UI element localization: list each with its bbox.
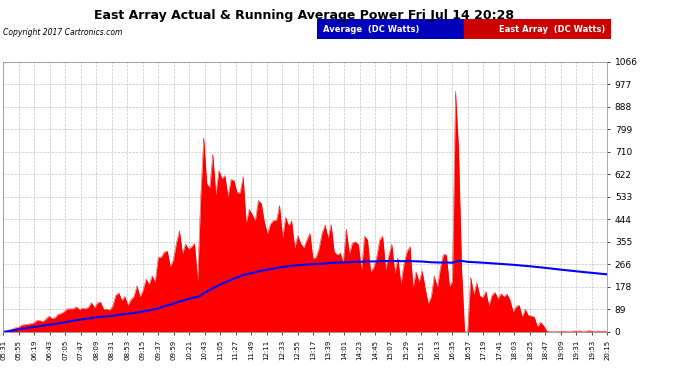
Text: Copyright 2017 Cartronics.com: Copyright 2017 Cartronics.com bbox=[3, 28, 123, 37]
Text: East Array  (DC Watts): East Array (DC Watts) bbox=[499, 25, 604, 34]
Bar bbox=[464, 19, 611, 39]
Text: East Array Actual & Running Average Power Fri Jul 14 20:28: East Array Actual & Running Average Powe… bbox=[94, 9, 513, 22]
Bar bbox=[317, 19, 464, 39]
Text: Average  (DC Watts): Average (DC Watts) bbox=[324, 25, 420, 34]
